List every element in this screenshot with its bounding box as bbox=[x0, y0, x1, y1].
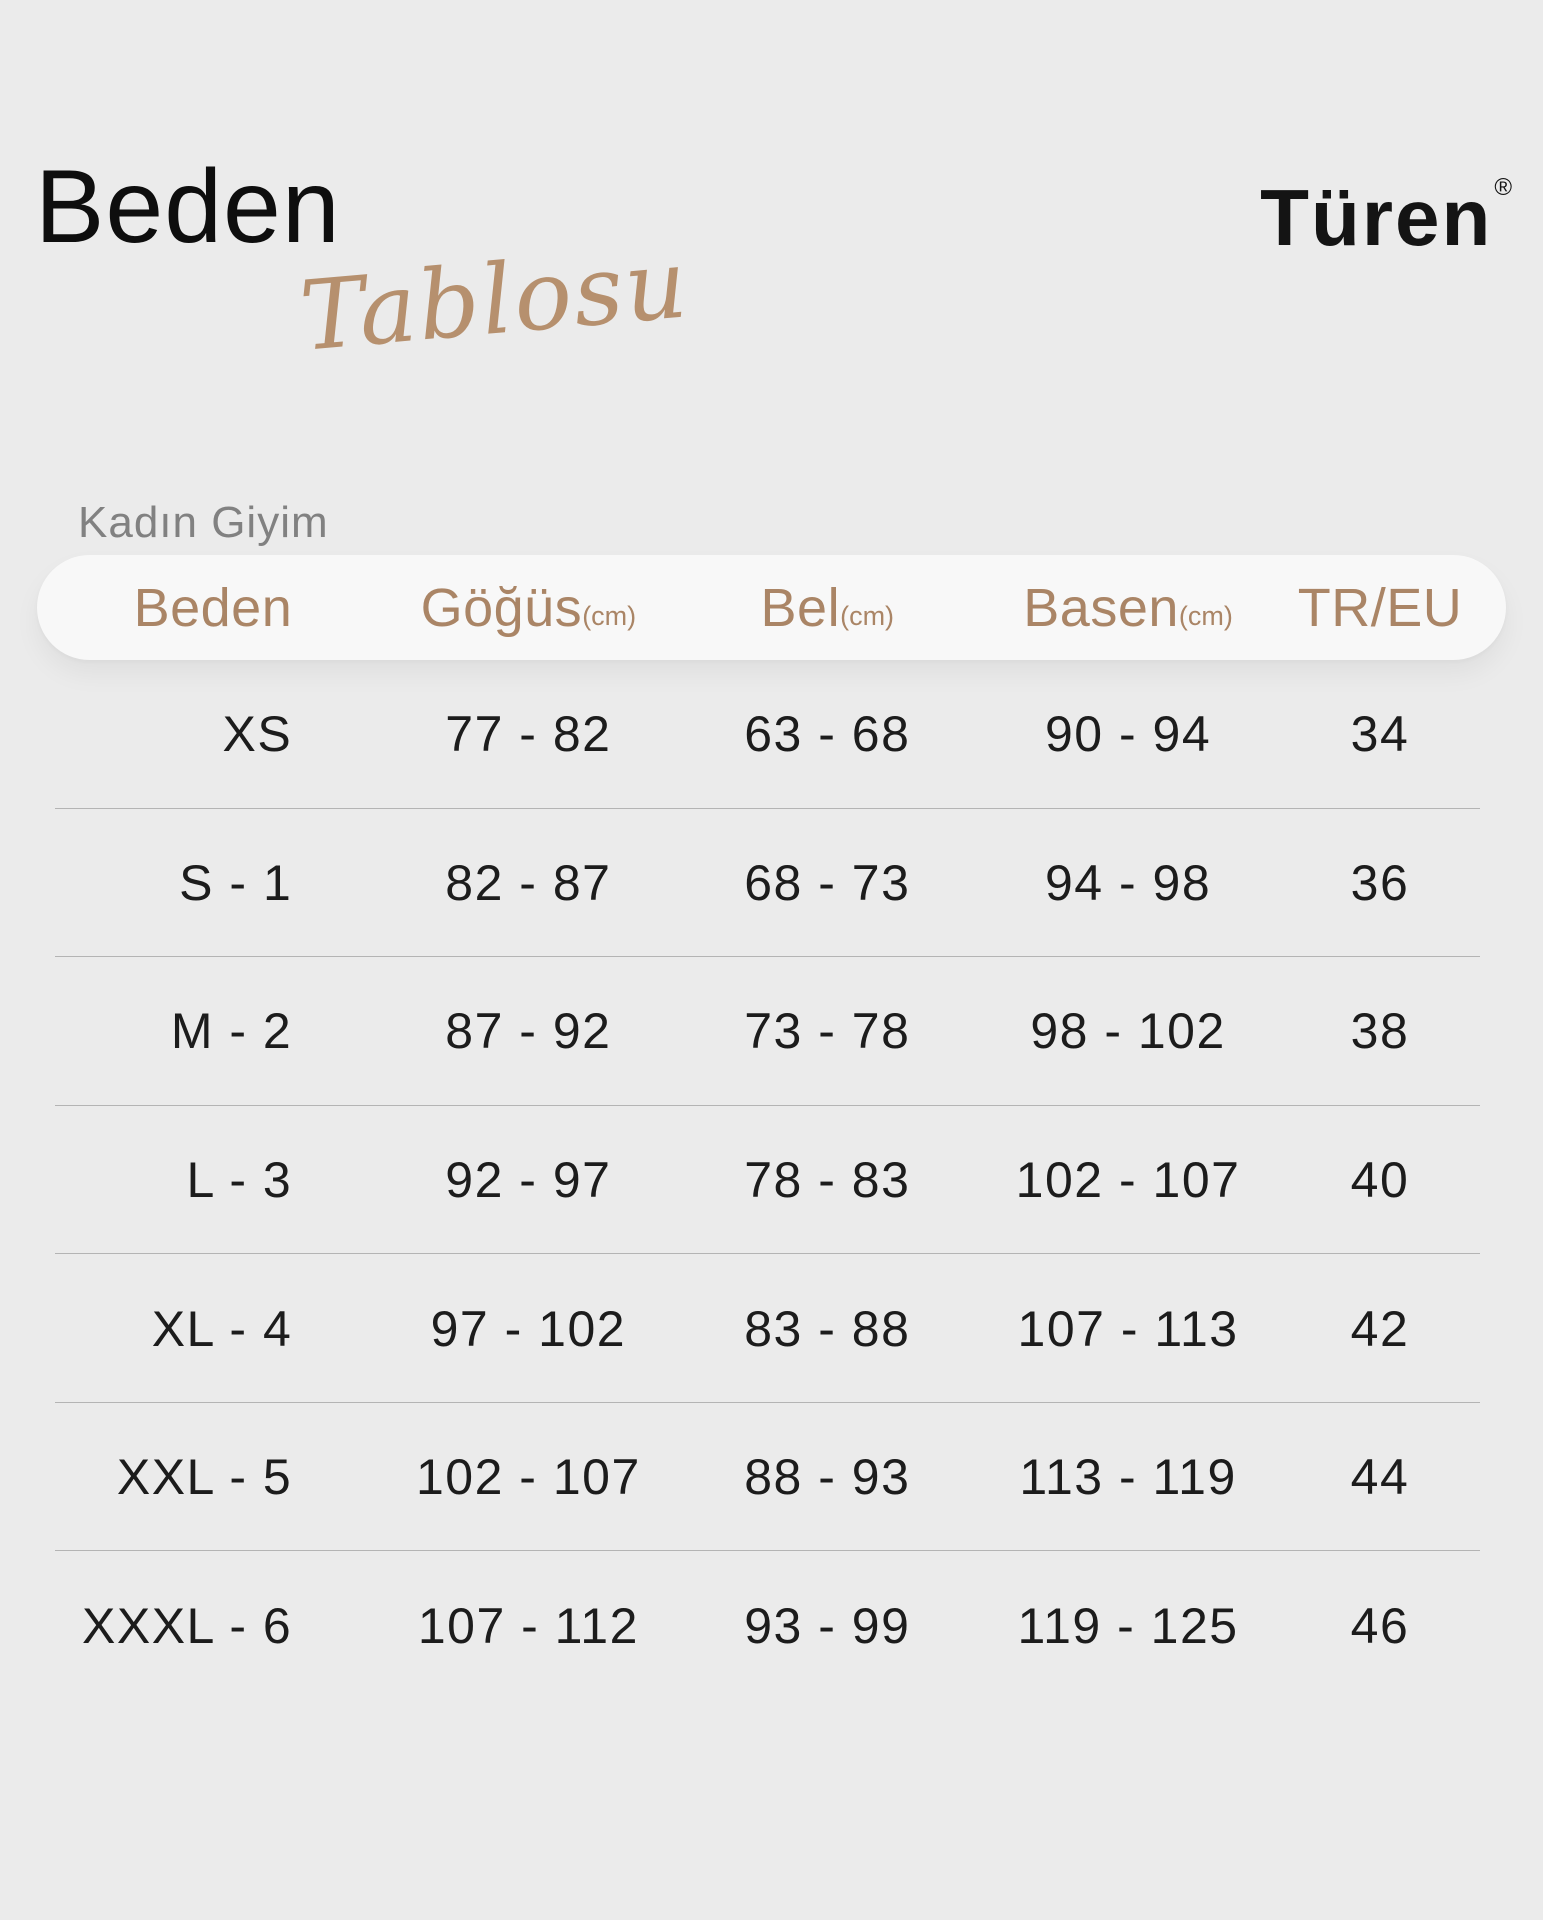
cell-basen: 102 - 107 bbox=[1015, 1151, 1241, 1208]
size-table: Beden Göğüs(cm) Bel(cm) Basen(cm) TR/EU … bbox=[37, 555, 1506, 1700]
cell-basen: 94 - 98 bbox=[1044, 854, 1212, 911]
cell-size: S - 1 bbox=[179, 854, 293, 911]
cell-treu: 34 bbox=[1350, 706, 1410, 763]
cell-basen: 107 - 113 bbox=[1017, 1300, 1239, 1357]
cell-bel: 88 - 93 bbox=[744, 1449, 911, 1506]
cell-gogus: 97 - 102 bbox=[430, 1300, 627, 1357]
row-divider bbox=[55, 1104, 1480, 1106]
cell-bel: 78 - 83 bbox=[744, 1151, 911, 1208]
section-label: Kadın Giyim bbox=[78, 498, 329, 547]
cell-bel: 68 - 73 bbox=[744, 854, 911, 911]
table-row: XXL - 5 102 - 107 88 - 93 113 - 119 44 bbox=[37, 1403, 1506, 1552]
unit-label: (cm) bbox=[1178, 600, 1233, 631]
cell-gogus: 92 - 97 bbox=[445, 1151, 612, 1208]
cell-basen: 90 - 94 bbox=[1044, 706, 1212, 763]
cell-bel: 73 - 78 bbox=[744, 1003, 911, 1060]
cell-size: XL - 4 bbox=[151, 1300, 293, 1357]
cell-basen: 113 - 119 bbox=[1019, 1449, 1237, 1506]
cell-bel: 63 - 68 bbox=[744, 706, 911, 763]
row-divider bbox=[55, 1253, 1480, 1255]
row-divider bbox=[55, 1401, 1480, 1403]
cell-gogus: 102 - 107 bbox=[415, 1449, 641, 1506]
table-row: XS 77 - 82 63 - 68 90 - 94 34 bbox=[37, 660, 1506, 809]
registered-mark-icon: ® bbox=[1494, 174, 1512, 201]
header-cell-gogus: Göğüs(cm) bbox=[420, 577, 637, 638]
page-title: Beden bbox=[35, 149, 341, 265]
table-header-row: Beden Göğüs(cm) Bel(cm) Basen(cm) TR/EU bbox=[37, 555, 1506, 660]
header-cell-beden: Beden bbox=[133, 577, 293, 638]
cell-size: XS bbox=[222, 706, 293, 763]
unit-label: (cm) bbox=[840, 600, 895, 631]
brand-logo: Türen® bbox=[1260, 176, 1512, 258]
cell-treu: 46 bbox=[1350, 1597, 1410, 1654]
cell-gogus: 107 - 112 bbox=[417, 1597, 639, 1654]
cell-bel: 93 - 99 bbox=[744, 1597, 911, 1654]
cell-bel: 83 - 88 bbox=[744, 1300, 911, 1357]
cell-treu: 40 bbox=[1350, 1151, 1410, 1208]
row-divider bbox=[55, 807, 1480, 809]
header-cell-basen: Basen(cm) bbox=[1023, 577, 1233, 638]
cell-gogus: 82 - 87 bbox=[445, 854, 612, 911]
cell-gogus: 77 - 82 bbox=[445, 706, 612, 763]
cell-treu: 44 bbox=[1350, 1449, 1410, 1506]
unit-label: (cm) bbox=[582, 600, 637, 631]
table-row: M - 2 87 - 92 73 - 78 98 - 102 38 bbox=[37, 957, 1506, 1106]
table-row: XL - 4 97 - 102 83 - 88 107 - 113 42 bbox=[37, 1254, 1506, 1403]
cell-basen: 98 - 102 bbox=[1030, 1003, 1226, 1060]
brand-name: Türen bbox=[1260, 173, 1493, 262]
cell-treu: 38 bbox=[1350, 1003, 1410, 1060]
cell-size: XXXL - 6 bbox=[82, 1597, 293, 1654]
cell-treu: 42 bbox=[1350, 1300, 1410, 1357]
header-cell-bel: Bel(cm) bbox=[760, 577, 895, 638]
row-divider bbox=[55, 1550, 1480, 1552]
page-title-script: Tablosu bbox=[295, 227, 694, 373]
cell-treu: 36 bbox=[1350, 854, 1410, 911]
cell-size: L - 3 bbox=[186, 1151, 293, 1208]
table-row: S - 1 82 - 87 68 - 73 94 - 98 36 bbox=[37, 809, 1506, 958]
table-row: XXXL - 6 107 - 112 93 - 99 119 - 125 46 bbox=[37, 1551, 1506, 1700]
table-row: L - 3 92 - 97 78 - 83 102 - 107 40 bbox=[37, 1106, 1506, 1255]
header-cell-treu: TR/EU bbox=[1297, 577, 1463, 638]
cell-size: XXL - 5 bbox=[116, 1449, 293, 1506]
cell-basen: 119 - 125 bbox=[1017, 1597, 1239, 1654]
row-divider bbox=[55, 956, 1480, 958]
cell-gogus: 87 - 92 bbox=[445, 1003, 612, 1060]
cell-size: M - 2 bbox=[170, 1003, 293, 1060]
